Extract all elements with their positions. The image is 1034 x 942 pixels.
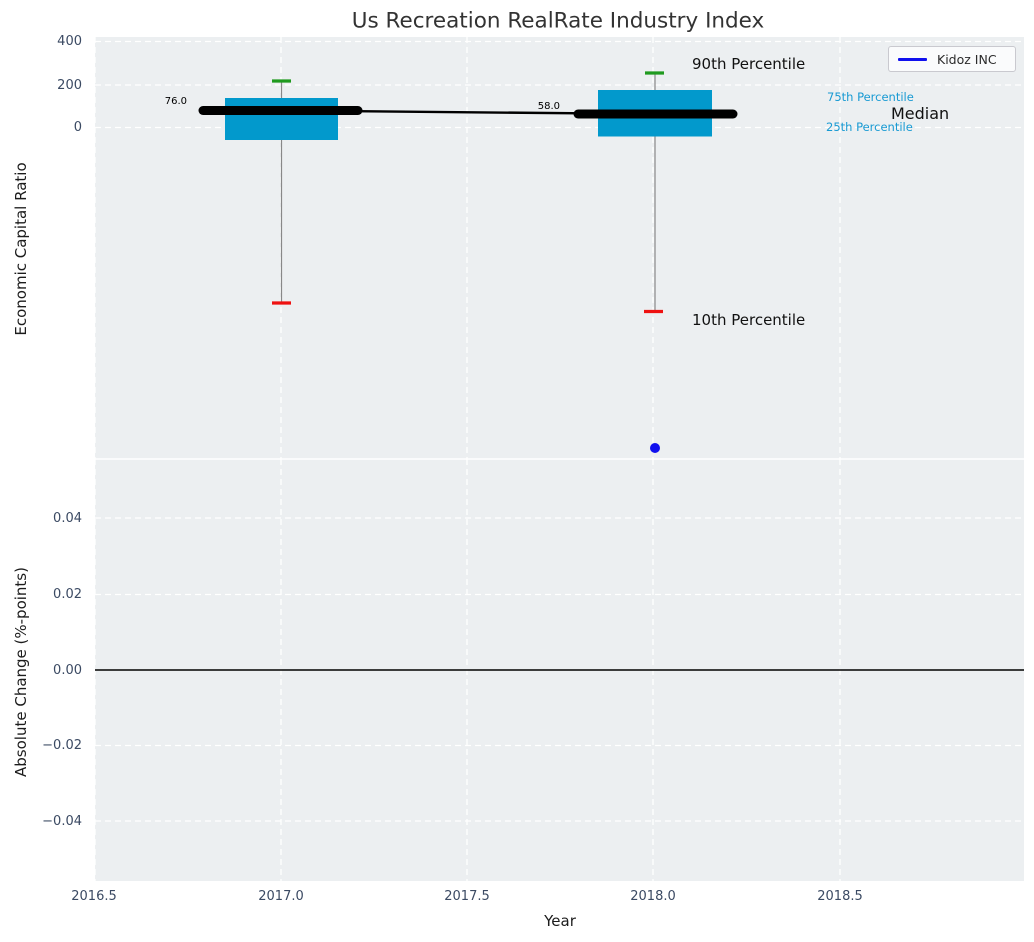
xtick-2017.5: 2017.5 — [444, 889, 490, 904]
iqr-box-2017 — [225, 98, 338, 140]
annotation-10th-percentile: 10th Percentile — [692, 311, 806, 329]
ytick--0.04: −0.04 — [42, 813, 82, 829]
kidoz-data-point — [650, 443, 660, 453]
ytick-0.02: 0.02 — [53, 587, 82, 602]
annotation-75th-percentile: 75th Percentile — [827, 90, 914, 104]
legend-label: Kidoz INC — [937, 51, 997, 67]
x-axis-label: Year — [544, 912, 576, 930]
legend: Kidoz INC — [888, 46, 1016, 72]
annotation-25th-percentile: 25th Percentile — [826, 120, 913, 134]
ytick-0: 0 — [73, 120, 82, 135]
ytick-400: 400 — [57, 34, 82, 49]
ytick--0.02: −0.02 — [42, 738, 82, 753]
y-axis-label-bottom: Absolute Change (%-points) — [12, 567, 30, 777]
boxplot-2017 — [225, 79, 338, 305]
ytick-0.00: 0.00 — [53, 662, 82, 678]
legend-line-sample — [898, 57, 927, 61]
ytick-200: 200 — [57, 77, 82, 93]
annotation-median: Median — [891, 104, 950, 123]
median-value-2017: 76.0 — [164, 96, 187, 107]
annotation-90th-percentile: 90th Percentile — [692, 55, 806, 73]
xtick-2018.0: 2018.0 — [630, 889, 676, 904]
ytick-0.04: 0.04 — [53, 510, 82, 526]
y-axis-label-top: Economic Capital Ratio — [12, 162, 30, 336]
chart-title: Us Recreation RealRate Industry Index — [351, 8, 765, 34]
xtick-2018.5: 2018.5 — [817, 889, 863, 904]
xtick-2016.5: 2016.5 — [71, 889, 117, 904]
xtick-2017.0: 2017.0 — [258, 889, 304, 904]
median-value-2018: 58.0 — [537, 101, 560, 112]
